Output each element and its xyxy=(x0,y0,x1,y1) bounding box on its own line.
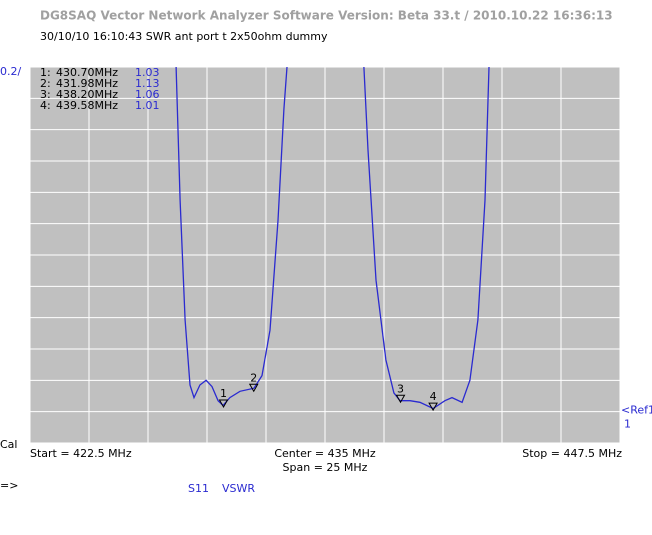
marker xyxy=(248,383,259,393)
marker-frequency: 431.98MHz xyxy=(56,77,118,90)
prompt: => xyxy=(0,479,18,492)
subtitle: 30/10/10 16:10:43 SWR ant port t 2x50ohm… xyxy=(40,30,328,43)
start-label: Start = 422.5 MHz xyxy=(30,447,132,460)
marker-label: 3 xyxy=(397,382,404,395)
marker xyxy=(395,394,406,404)
marker-value: 1.06 xyxy=(135,88,160,101)
marker-label: 4 xyxy=(430,390,437,403)
stop-label: Stop = 447.5 MHz xyxy=(522,447,622,460)
cal-label: Cal xyxy=(0,438,17,451)
marker-value: 1.01 xyxy=(135,99,160,112)
reference-value: 1 xyxy=(624,418,631,431)
marker xyxy=(428,402,438,412)
trace xyxy=(175,67,490,410)
scale-label: 0.2/ xyxy=(0,65,21,78)
legend-param: S11 xyxy=(188,482,209,495)
reference-label: <Ref1 xyxy=(621,404,652,417)
window-title: DG8SAQ Vector Network Analyzer Software … xyxy=(40,9,613,23)
span-label: Span = 25 MHz xyxy=(283,461,368,474)
marker-index: 3: xyxy=(40,88,51,101)
marker-frequency: 439.58MHz xyxy=(56,99,118,112)
marker-index: 2: xyxy=(40,77,51,90)
marker-label: 2 xyxy=(250,371,257,384)
marker-label: 1 xyxy=(220,387,227,400)
marker-index: 4: xyxy=(40,99,51,112)
legend-measure: VSWR xyxy=(222,482,255,495)
marker-index: 1: xyxy=(40,66,51,79)
marker-frequency: 430.70MHz xyxy=(56,66,118,79)
center-label: Center = 435 MHz xyxy=(274,447,375,460)
marker xyxy=(218,399,229,408)
marker-value: 1.03 xyxy=(135,66,160,79)
marker-value: 1.13 xyxy=(135,77,160,90)
marker-frequency: 438.20MHz xyxy=(56,88,118,101)
